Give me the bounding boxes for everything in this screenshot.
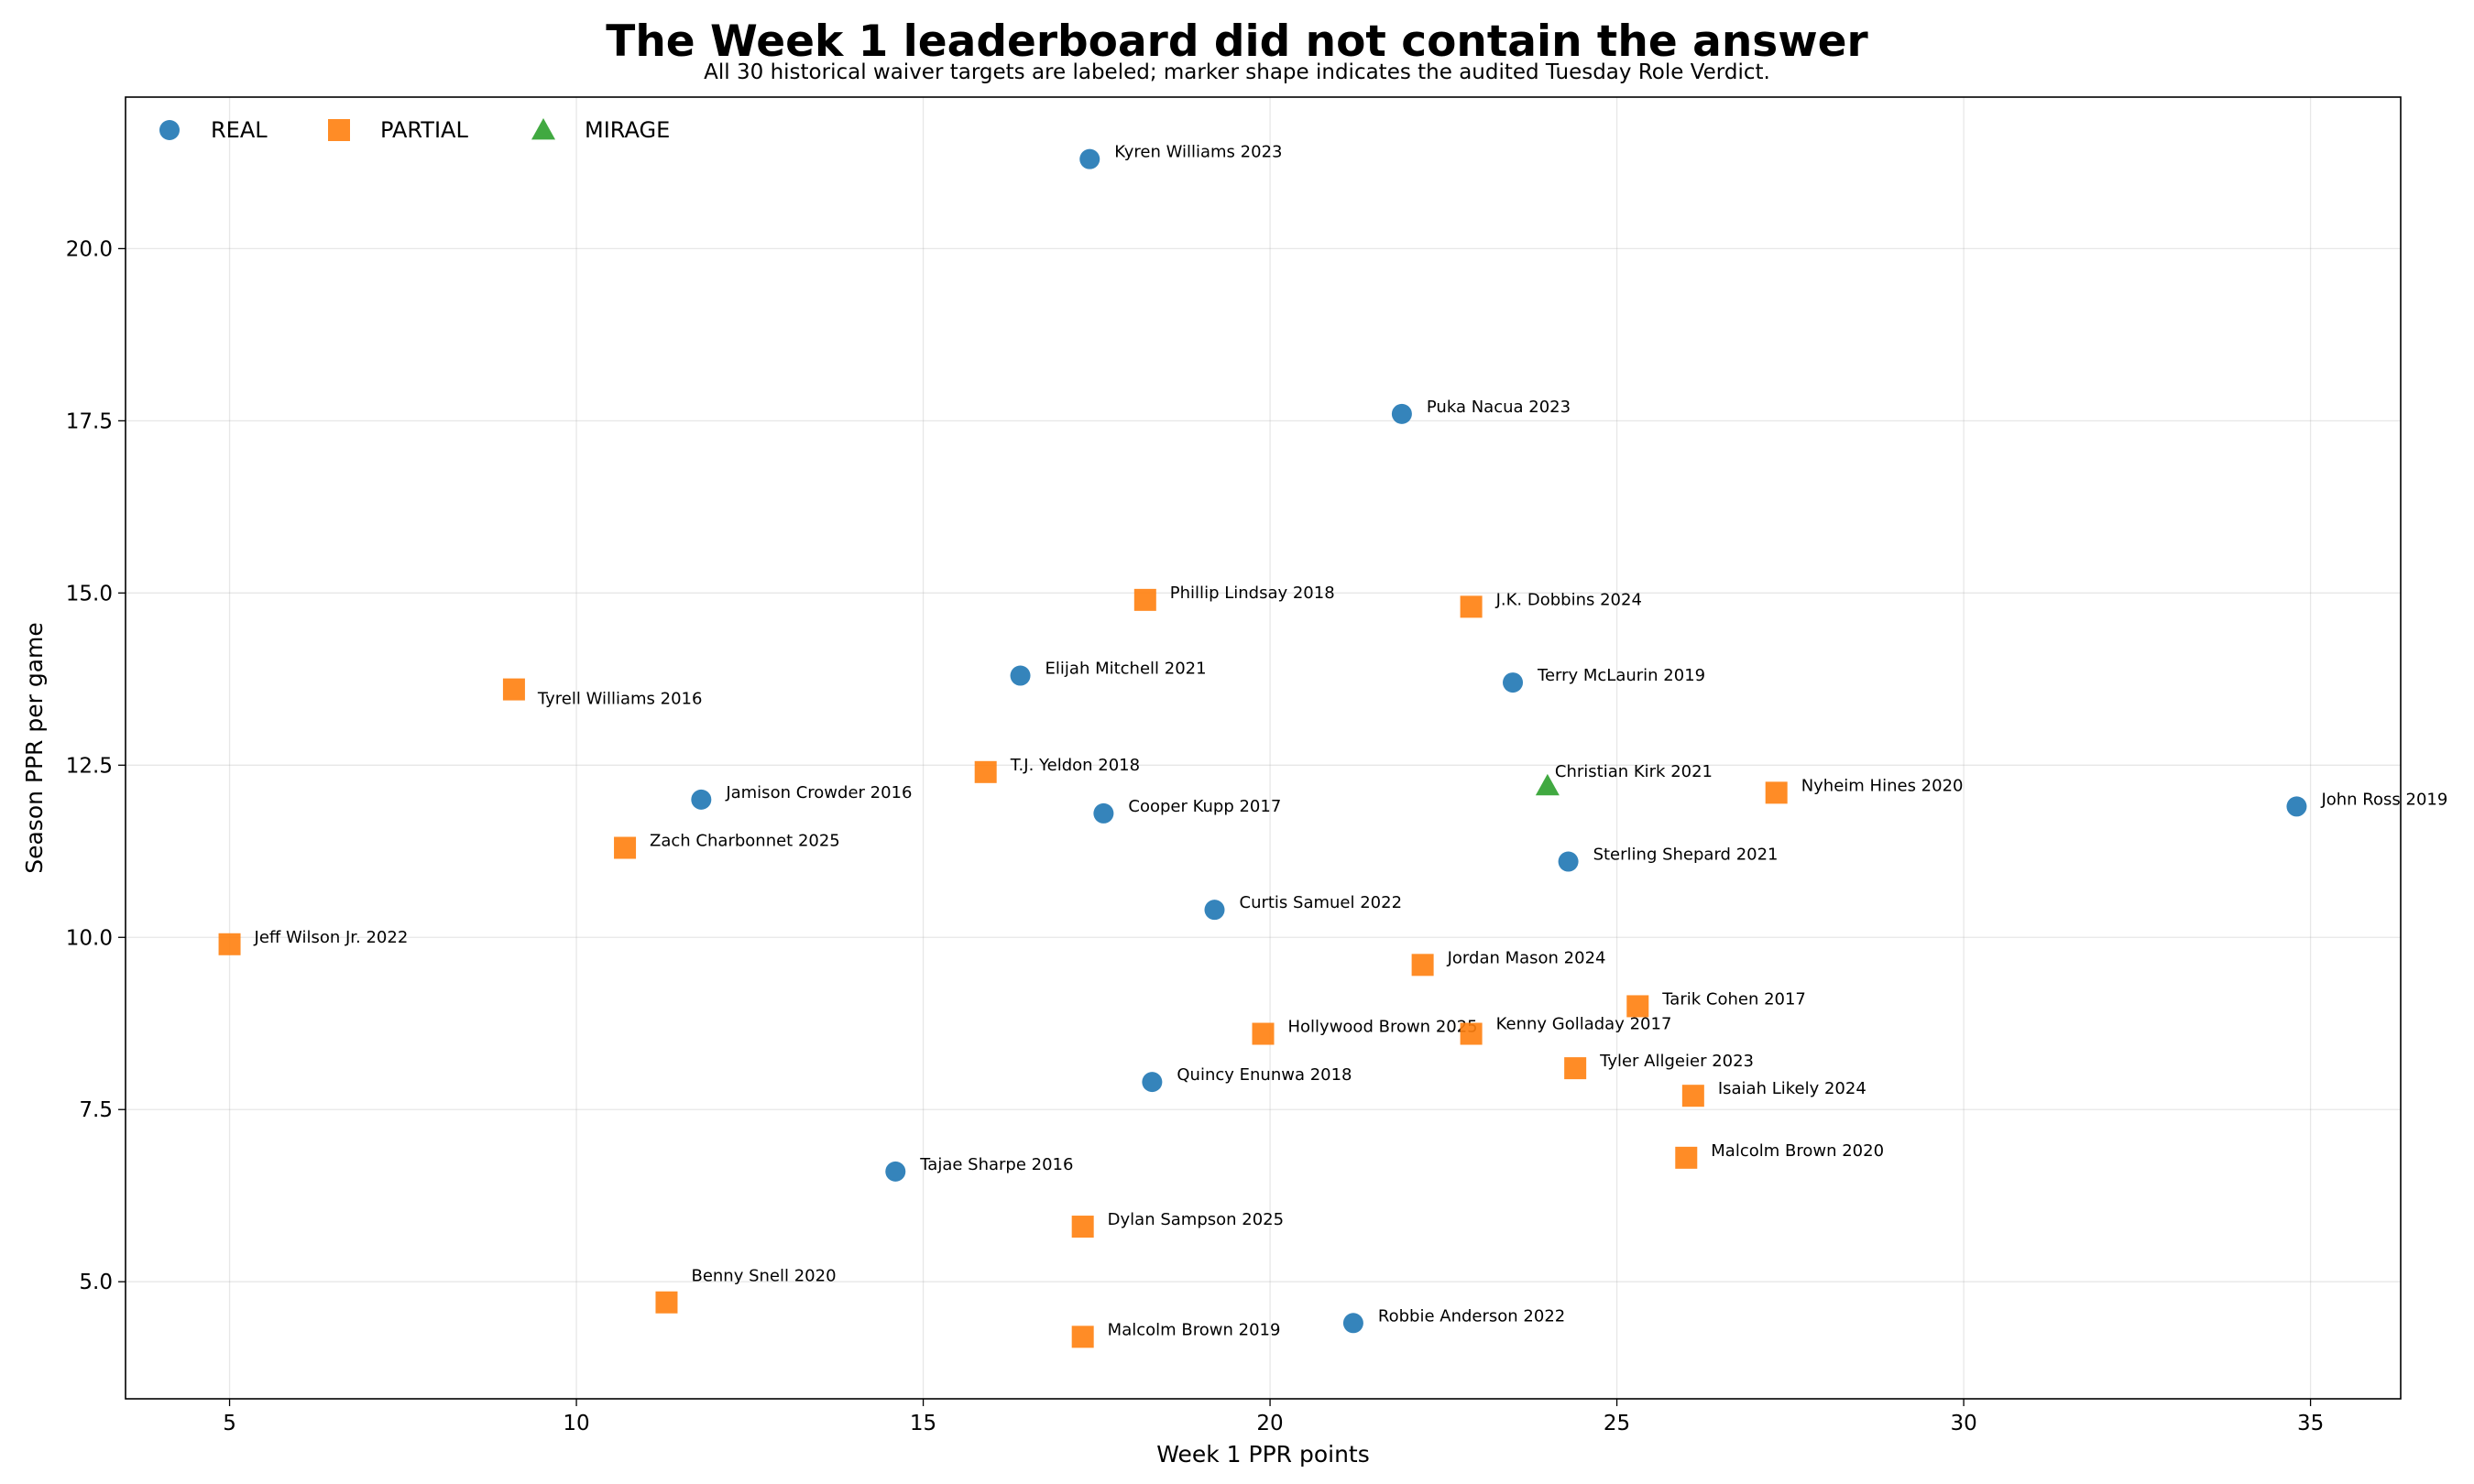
point-label-tajae-sharpe-2016: Tajae Sharpe 2016 (919, 1155, 1073, 1174)
point-kyren-williams-2023 (1079, 148, 1100, 169)
legend-marker-real (159, 120, 180, 140)
point-label-robbie-anderson-2022: Robbie Anderson 2022 (1378, 1306, 1565, 1326)
point-label-sterling-shepard-2021: Sterling Shepard 2021 (1593, 846, 1779, 865)
y-tick-label: 5.0 (79, 1271, 113, 1294)
point-nyheim-hines-2020 (1765, 781, 1788, 804)
legend-label-partial: PARTIAL (380, 117, 468, 143)
x-tick-label: 20 (1256, 1412, 1283, 1435)
point-label-quincy-enunwa-2018: Quincy Enunwa 2018 (1177, 1065, 1352, 1085)
point-label-phillip-lindsay-2018: Phillip Lindsay 2018 (1170, 584, 1335, 603)
point-label-john-ross-2019: John Ross 2019 (2320, 790, 2447, 809)
point-label-puka-nacua-2023: Puka Nacua 2023 (1427, 398, 1571, 417)
x-tick-label: 10 (563, 1412, 589, 1435)
point-kenny-golladay-2017 (1460, 1022, 1483, 1045)
point-label-t-j-yeldon-2018: T.J. Yeldon 2018 (1010, 756, 1140, 775)
point-benny-snell-2020 (655, 1291, 678, 1314)
point-christian-kirk-2021 (1535, 773, 1560, 796)
point-jamison-crowder-2016 (691, 789, 712, 810)
point-malcolm-brown-2019 (1071, 1326, 1094, 1348)
point-label-tyler-allgeier-2023: Tyler Allgeier 2023 (1599, 1052, 1754, 1071)
point-label-nyheim-hines-2020: Nyheim Hines 2020 (1801, 776, 1964, 795)
point-malcolm-brown-2020 (1675, 1146, 1698, 1169)
point-label-cooper-kupp-2017: Cooper Kupp 2017 (1128, 797, 1281, 816)
point-sterling-shepard-2021 (1558, 851, 1579, 872)
point-terry-mclaurin-2019 (1503, 672, 1524, 693)
y-tick-label: 20.0 (66, 237, 113, 261)
x-tick-label: 30 (1950, 1412, 1976, 1435)
point-label-zach-charbonnet-2025: Zach Charbonnet 2025 (650, 832, 840, 851)
chart-title: The Week 1 leaderboard did not contain t… (606, 16, 1868, 67)
point-tyrell-williams-2016 (502, 678, 525, 701)
point-jeff-wilson-jr-2022 (218, 933, 241, 955)
point-quincy-enunwa-2018 (1142, 1072, 1163, 1093)
point-label-malcolm-brown-2020: Malcolm Brown 2020 (1711, 1141, 1884, 1161)
point-label-isaiah-likely-2024: Isaiah Likely 2024 (1718, 1079, 1866, 1098)
plot-frame (125, 96, 2402, 1400)
x-axis-label: Week 1 PPR points (1156, 1441, 1370, 1468)
point-label-jeff-wilson-jr-2022: Jeff Wilson Jr. 2022 (254, 928, 409, 947)
point-robbie-anderson-2022 (1342, 1313, 1363, 1334)
point-label-tyrell-williams-2016: Tyrell Williams 2016 (537, 690, 703, 709)
point-label-dylan-sampson-2025: Dylan Sampson 2025 (1108, 1210, 1284, 1229)
point-dylan-sampson-2025 (1071, 1216, 1094, 1238)
point-curtis-samuel-2022 (1204, 900, 1225, 921)
x-tick-label: 15 (910, 1412, 936, 1435)
y-tick-label: 10.0 (66, 926, 113, 950)
point-label-elijah-mitchell-2021: Elijah Mitchell 2021 (1045, 660, 1207, 679)
point-hollywood-brown-2025 (1252, 1022, 1275, 1045)
point-label-jordan-mason-2024: Jordan Mason 2024 (1447, 948, 1606, 967)
x-tick-label: 5 (223, 1412, 236, 1435)
point-isaiah-likely-2024 (1681, 1085, 1704, 1108)
point-j-k-dobbins-2024 (1460, 595, 1483, 618)
point-label-malcolm-brown-2019: Malcolm Brown 2019 (1108, 1320, 1281, 1339)
y-tick-label: 7.5 (79, 1098, 113, 1122)
point-cooper-kupp-2017 (1093, 802, 1114, 824)
y-axis-label: Season PPR per game (21, 622, 48, 874)
x-tick-label: 35 (2297, 1412, 2324, 1435)
point-label-benny-snell-2020: Benny Snell 2020 (691, 1267, 836, 1286)
point-phillip-lindsay-2018 (1133, 588, 1156, 611)
point-tyler-allgeier-2023 (1564, 1057, 1587, 1080)
point-zach-charbonnet-2025 (614, 836, 637, 859)
chart-subtitle: All 30 historical waiver targets are lab… (704, 60, 1770, 84)
legend-label-mirage: MIRAGE (585, 117, 670, 143)
y-tick-label: 12.5 (66, 754, 113, 778)
point-puka-nacua-2023 (1391, 403, 1412, 424)
point-john-ross-2019 (2286, 796, 2307, 817)
point-elijah-mitchell-2021 (1010, 665, 1031, 686)
point-label-kyren-williams-2023: Kyren Williams 2023 (1114, 143, 1282, 162)
legend-label-real: REAL (211, 117, 268, 143)
point-label-christian-kirk-2021: Christian Kirk 2021 (1555, 762, 1713, 781)
point-label-kenny-golladay-2017: Kenny Golladay 2017 (1496, 1015, 1672, 1034)
point-jordan-mason-2024 (1411, 954, 1434, 977)
point-label-jamison-crowder-2016: Jamison Crowder 2016 (725, 783, 912, 802)
point-label-hollywood-brown-2025: Hollywood Brown 2025 (1288, 1018, 1478, 1037)
point-label-terry-mclaurin-2019: Terry McLaurin 2019 (1537, 666, 1705, 685)
legend-marker-mirage (531, 118, 555, 140)
point-t-j-yeldon-2018 (974, 760, 997, 783)
point-label-curtis-samuel-2022: Curtis Samuel 2022 (1240, 893, 1403, 912)
point-label-j-k-dobbins-2024: J.K. Dobbins 2024 (1495, 590, 1642, 609)
y-tick-label: 15.0 (66, 582, 113, 606)
y-tick-label: 17.5 (66, 409, 113, 433)
x-tick-label: 25 (1604, 1412, 1630, 1435)
point-tajae-sharpe-2016 (885, 1161, 906, 1182)
point-tarik-cohen-2017 (1626, 995, 1649, 1018)
point-label-tarik-cohen-2017: Tarik Cohen 2017 (1661, 989, 1806, 1009)
legend-marker-partial (328, 119, 350, 141)
